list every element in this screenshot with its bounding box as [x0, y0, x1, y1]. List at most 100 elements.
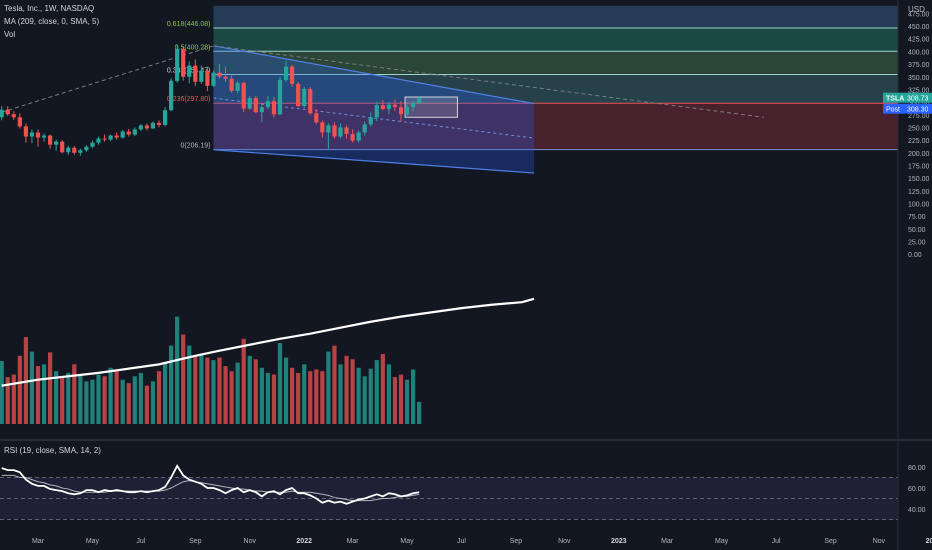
volume-bar	[181, 334, 186, 424]
volume-bar	[290, 367, 295, 424]
volume-bar	[84, 381, 89, 424]
candle-body	[290, 66, 295, 84]
volume-bar	[90, 379, 95, 424]
candle-body	[96, 138, 101, 143]
volume-bar	[199, 354, 204, 424]
time-tick-label: Jul	[457, 538, 466, 545]
time-tick-label: Mar	[661, 538, 674, 545]
time-tick-label: 2024	[926, 538, 932, 545]
volume-bar	[241, 338, 246, 424]
price-tick-label: 125.00	[908, 189, 930, 196]
candle-body	[102, 138, 107, 140]
time-tick-label: Sep	[824, 538, 837, 545]
volume-bar	[78, 374, 83, 424]
candle-body	[120, 131, 125, 138]
candle-body	[223, 76, 228, 79]
trend-line	[213, 45, 765, 118]
volume-bar	[66, 372, 71, 424]
volume-bar	[23, 337, 28, 424]
candle-body	[156, 122, 162, 125]
vol-legend[interactable]: Vol	[4, 30, 16, 39]
volume-bar	[102, 376, 107, 424]
symbol-legend[interactable]: Tesla, Inc., 1W, NASDAQ	[4, 4, 95, 13]
volume-bar	[0, 360, 4, 424]
volume-bar	[277, 343, 283, 424]
price-tick-label: 475.00	[908, 11, 930, 18]
volume-bar	[29, 351, 35, 424]
price-tick-label: 200.00	[908, 151, 930, 158]
rsi-legend[interactable]: RSI (19, close, SMA, 14, 2)	[4, 446, 101, 455]
candle-body	[350, 134, 355, 141]
price-tick-label: 250.00	[908, 125, 930, 132]
volume-bar	[386, 364, 391, 424]
candle-body	[205, 70, 210, 86]
candle-body	[229, 78, 234, 91]
volume-bar	[193, 355, 198, 424]
volume-bar	[404, 379, 410, 424]
volume-bar	[223, 366, 228, 424]
volume-bar	[217, 357, 222, 424]
candle-body	[386, 104, 391, 110]
fib-band	[213, 74, 898, 104]
candle-body	[35, 132, 41, 138]
candle-body	[126, 131, 131, 135]
rsi-ma-line	[1, 474, 420, 502]
candle-body	[259, 107, 264, 113]
volume-bar	[398, 374, 404, 424]
time-tick-label: Sep	[510, 538, 523, 545]
rsi-tick-label: 80.00	[908, 465, 926, 472]
time-tick-label: Nov	[244, 538, 257, 545]
candle-body	[380, 105, 385, 110]
time-tick-label: Jul	[772, 538, 781, 545]
candle-body	[417, 98, 422, 104]
ma-line	[1, 297, 535, 387]
volume-bar	[320, 371, 325, 424]
volume-bar	[211, 360, 216, 424]
candle-body	[398, 107, 404, 115]
price-tick-label: 375.00	[908, 62, 930, 69]
volume-bar	[35, 366, 41, 424]
candle-body	[181, 48, 186, 77]
price-tick-label: 175.00	[908, 163, 930, 170]
candle-body	[84, 146, 89, 151]
volume-bar	[229, 371, 234, 424]
volume-bar	[108, 367, 113, 424]
time-tick-label: 2022	[296, 538, 312, 545]
candle-body	[247, 98, 252, 109]
last-price-symbol: TSLA	[886, 96, 904, 103]
ma-legend[interactable]: MA (209, close, 0, SMA, 5)	[4, 17, 100, 26]
channel-lower	[213, 149, 535, 174]
candle-body	[162, 110, 168, 125]
fib-label: 0.618(446.08)	[167, 21, 211, 28]
price-tick-label: 450.00	[908, 24, 930, 31]
time-tick-label: Mar	[347, 538, 360, 545]
volume-bar	[338, 364, 343, 424]
candle-body	[90, 142, 95, 147]
volume-bar	[259, 367, 264, 424]
candle-body	[217, 72, 222, 77]
rsi-tick-label: 60.00	[908, 486, 926, 493]
volume-bar	[417, 401, 422, 424]
volume-bar	[120, 379, 125, 424]
volume-bar	[17, 355, 22, 424]
candle-body	[144, 125, 149, 129]
time-tick-label: 2023	[611, 538, 627, 545]
volume-bar	[374, 360, 379, 424]
candle-body	[175, 48, 180, 81]
post-price-value: 308.30	[907, 107, 929, 114]
candle-body	[374, 105, 379, 118]
candle-body	[283, 66, 289, 80]
volume-bar	[350, 359, 355, 424]
currency-label: USD	[908, 5, 925, 14]
fib-band	[213, 51, 898, 75]
candle-body	[411, 103, 416, 108]
candle-body	[108, 135, 113, 140]
price-tick-label: 225.00	[908, 138, 930, 145]
candle-body	[404, 107, 410, 115]
candle-body	[241, 82, 246, 109]
candle-body	[211, 72, 216, 86]
candle-body	[332, 125, 337, 137]
volume-bar	[205, 357, 210, 424]
volume-bar	[187, 345, 192, 424]
